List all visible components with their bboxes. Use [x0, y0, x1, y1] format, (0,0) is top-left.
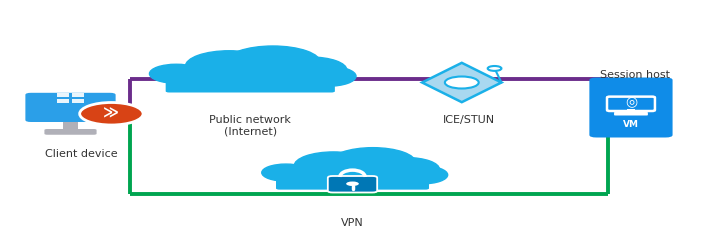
Polygon shape [422, 63, 501, 102]
Circle shape [445, 76, 479, 88]
Circle shape [164, 66, 231, 90]
Circle shape [274, 57, 347, 83]
Circle shape [149, 64, 203, 83]
FancyBboxPatch shape [328, 176, 377, 192]
FancyBboxPatch shape [58, 94, 69, 98]
FancyBboxPatch shape [627, 109, 635, 112]
Text: ICE/STUN: ICE/STUN [443, 115, 495, 125]
FancyBboxPatch shape [276, 172, 429, 190]
Circle shape [225, 46, 321, 80]
FancyBboxPatch shape [58, 99, 69, 103]
Text: ◎: ◎ [625, 94, 637, 108]
Circle shape [262, 164, 310, 181]
Circle shape [488, 66, 501, 71]
FancyBboxPatch shape [166, 72, 335, 92]
Circle shape [294, 152, 373, 180]
FancyBboxPatch shape [63, 119, 78, 131]
Text: ≫: ≫ [104, 105, 119, 120]
FancyBboxPatch shape [44, 129, 97, 135]
Circle shape [346, 182, 359, 186]
FancyBboxPatch shape [614, 112, 648, 116]
Circle shape [374, 158, 439, 181]
Circle shape [80, 102, 143, 125]
Circle shape [397, 166, 448, 184]
Circle shape [330, 148, 416, 178]
Circle shape [274, 165, 336, 187]
FancyBboxPatch shape [73, 99, 84, 103]
FancyBboxPatch shape [589, 78, 673, 138]
Text: Public network
(Internet): Public network (Internet) [209, 115, 291, 136]
Text: Session host: Session host [599, 70, 670, 80]
Text: VPN: VPN [341, 218, 364, 228]
FancyBboxPatch shape [25, 93, 116, 122]
Circle shape [185, 51, 273, 82]
Circle shape [300, 66, 356, 86]
Text: Client device: Client device [44, 149, 118, 159]
Text: VM: VM [623, 120, 639, 129]
FancyBboxPatch shape [73, 94, 84, 98]
